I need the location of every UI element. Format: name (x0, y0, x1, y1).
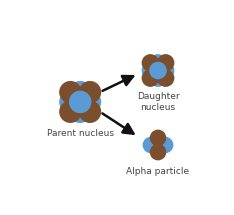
Circle shape (79, 100, 101, 123)
Circle shape (157, 54, 174, 72)
Circle shape (79, 81, 101, 103)
Circle shape (59, 100, 82, 123)
Circle shape (69, 100, 91, 123)
Text: Daughter
nucleus: Daughter nucleus (137, 92, 179, 112)
Circle shape (149, 69, 167, 87)
Circle shape (157, 62, 174, 79)
Circle shape (157, 69, 174, 87)
Circle shape (69, 91, 91, 113)
Circle shape (142, 69, 159, 87)
Circle shape (149, 62, 167, 79)
Circle shape (150, 130, 166, 146)
Circle shape (59, 81, 82, 103)
Text: Alpha particle: Alpha particle (126, 167, 190, 176)
Circle shape (142, 54, 159, 72)
Circle shape (79, 91, 101, 113)
Circle shape (150, 144, 166, 160)
Circle shape (157, 137, 173, 153)
Circle shape (59, 91, 82, 113)
Circle shape (69, 81, 91, 103)
Text: Parent nucleus: Parent nucleus (47, 129, 114, 138)
Circle shape (149, 54, 167, 72)
Circle shape (143, 137, 159, 153)
Circle shape (142, 62, 159, 79)
